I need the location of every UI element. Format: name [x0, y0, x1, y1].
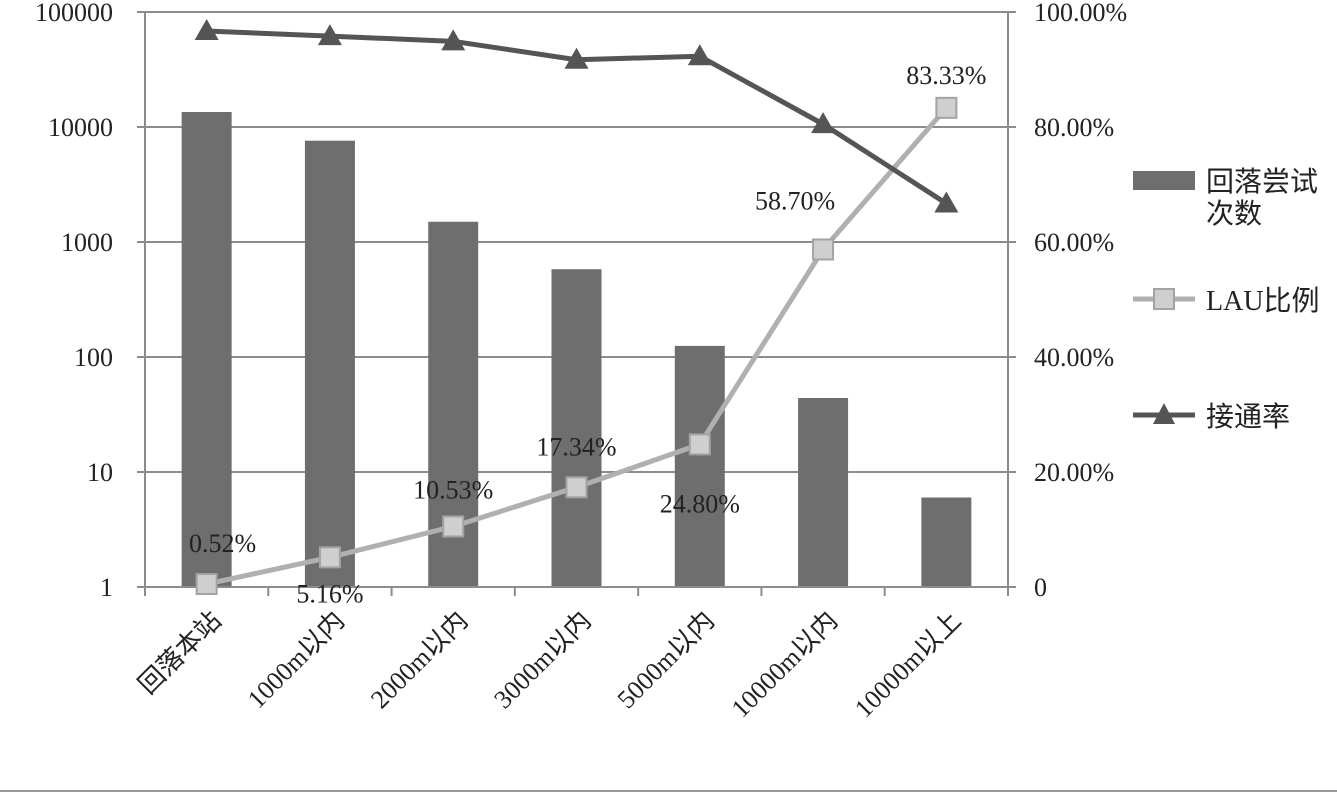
bar	[674, 345, 725, 587]
data-labels: 0.52% 5.16% 10.53% 17.34% 24.80% 58.70% 83.33%	[189, 61, 986, 608]
lau-point	[442, 515, 465, 538]
y-right-tick-label: 100.00%	[1034, 0, 1127, 27]
line-series	[194, 18, 959, 596]
x-category-label: 1000m以内	[242, 606, 350, 714]
y-left-tick-label: 10000	[48, 113, 113, 142]
x-category-label: 5000m以内	[612, 606, 720, 714]
legend-label-connect-rate: 接通率	[1206, 401, 1290, 433]
bar	[798, 398, 849, 587]
legend-marker-connect-rate	[1153, 403, 1175, 424]
x-category-label: 10000m以内	[726, 606, 844, 724]
lau-point	[318, 546, 341, 569]
connect-rate-point	[564, 47, 589, 69]
lau-data-label: 5.16%	[296, 579, 363, 608]
connect-rate-point	[441, 29, 466, 51]
bar	[921, 497, 972, 587]
lau-point	[195, 573, 218, 596]
y-left-tick-label: 100	[74, 343, 113, 372]
bar	[551, 269, 602, 587]
legend-swatch-bar	[1133, 171, 1195, 190]
x-category-label: 10000m以上	[849, 606, 967, 724]
y-right-tick-label: 60.00%	[1034, 228, 1114, 257]
connect-rate-point	[811, 112, 836, 134]
x-category-label: 2000m以内	[365, 606, 473, 714]
lau-data-label: 17.34%	[536, 432, 616, 461]
lau-data-label: 0.52%	[189, 529, 256, 558]
lau-data-label: 58.70%	[755, 186, 835, 215]
x-category-label: 3000m以内	[488, 606, 596, 714]
connect-rate-point	[194, 18, 219, 40]
y-right-tick-label: 0	[1034, 573, 1047, 602]
y-right-tick-label: 20.00%	[1034, 458, 1114, 487]
lau-point	[935, 96, 958, 119]
connect-rate-point	[934, 191, 959, 213]
lau-data-label: 24.80%	[660, 489, 740, 518]
bar	[304, 140, 355, 588]
legend-label-lau: LAU比例	[1206, 285, 1320, 317]
legend-label-bar: 次数	[1206, 198, 1262, 230]
y-left-tick-label: 1	[100, 573, 113, 602]
y-left-tick-label: 1000	[61, 228, 113, 257]
y-right-tick-label: 40.00%	[1034, 343, 1114, 372]
connect-rate-point	[687, 44, 712, 66]
bottom-divider	[0, 790, 1337, 792]
lau-point	[688, 433, 711, 456]
lau-point	[565, 476, 588, 499]
legend-marker-lau	[1153, 288, 1175, 310]
bar	[181, 112, 232, 587]
x-category-label: 回落本站	[133, 606, 227, 700]
connect-rate-point	[317, 24, 342, 46]
lau-point	[812, 238, 835, 261]
y-right-tick-label: 80.00%	[1034, 113, 1114, 142]
y-left-tick-label: 100000	[35, 0, 113, 27]
lau-data-label: 10.53%	[413, 475, 493, 504]
lau-data-label: 83.33%	[906, 61, 986, 90]
legend-label-bar: 回落尝试	[1206, 166, 1318, 198]
bar-series	[181, 112, 972, 588]
gridlines	[145, 11, 1008, 473]
y-left-tick-label: 10	[87, 458, 113, 487]
